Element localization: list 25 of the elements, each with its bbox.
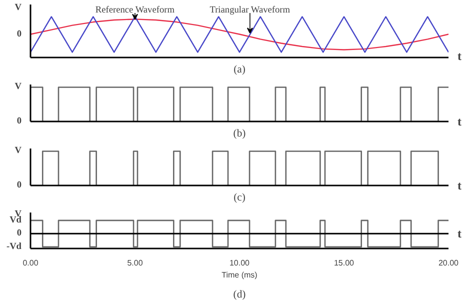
text: 0 — [16, 228, 22, 239]
x-tick-label: 10.00 — [229, 258, 250, 268]
text: t — [458, 48, 462, 63]
text: t — [458, 226, 462, 241]
text: t — [458, 114, 462, 128]
text: (c) — [234, 192, 246, 204]
text: 0 — [16, 30, 22, 40]
text: V — [14, 82, 22, 92]
text: Vd — [10, 215, 22, 226]
text: 0 — [16, 116, 22, 126]
x-tick-label: 0.00 — [22, 258, 39, 268]
text: V — [14, 3, 22, 14]
annotation: Reference Waveform — [95, 6, 176, 16]
text: V — [14, 146, 22, 156]
x-tick-label: 15.00 — [334, 258, 355, 268]
text: 0 — [16, 180, 22, 190]
text: (a) — [234, 64, 246, 76]
text: (b) — [233, 128, 246, 140]
text: -Vd — [6, 242, 22, 252]
x-tick-label: 5.00 — [127, 258, 144, 268]
x-axis-title: Time (ms) — [222, 270, 258, 280]
text: t — [458, 178, 462, 192]
text: (d) — [233, 290, 246, 300]
annotation: Triangular Waveform — [210, 6, 291, 16]
x-tick-label: 20.00 — [438, 258, 460, 268]
